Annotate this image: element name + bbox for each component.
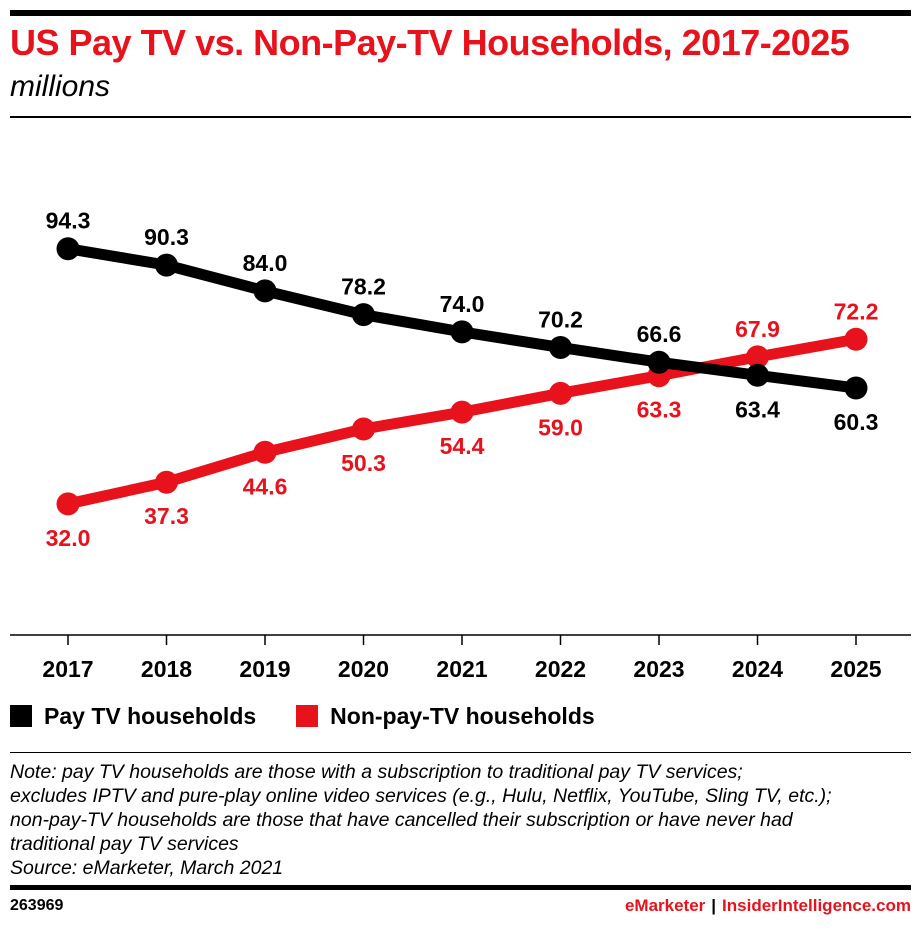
- legend-label-nonpay: Non-pay-TV households: [330, 702, 595, 729]
- x-tick-label: 2024: [732, 656, 783, 682]
- chart-subtitle: millions: [10, 70, 111, 103]
- x-tick-label: 2018: [141, 656, 192, 682]
- non-pay-tv-data-label: 32.0: [46, 525, 91, 551]
- x-tick-label: 2020: [338, 656, 389, 682]
- non-pay-tv-data-label: 72.2: [834, 298, 879, 324]
- legend-swatch-nonpay: [296, 705, 319, 727]
- legend-label-pay: Pay TV households: [44, 702, 257, 729]
- pay-tv-point: [352, 303, 375, 327]
- non-pay-tv-point: [450, 400, 474, 424]
- legend-item-nonpay: Non-pay-TV households: [296, 703, 595, 730]
- non-pay-tv-point: [155, 470, 178, 494]
- top-rule: [10, 10, 911, 16]
- pay-tv-point: [155, 253, 178, 277]
- non-pay-tv-point: [253, 440, 277, 464]
- legend: Pay TV households Non-pay-TV households: [10, 700, 635, 732]
- non-pay-tv-point: [549, 381, 572, 405]
- legend-item-pay: Pay TV households: [10, 703, 256, 730]
- x-tick-label: 2025: [830, 656, 881, 682]
- note-line: non-pay-TV households are those that hav…: [10, 809, 793, 831]
- pay-tv-point: [647, 350, 671, 374]
- brand-emarketer: eMarketer: [624, 896, 706, 915]
- chart-title: US Pay TV vs. Non-Pay-TV Households, 201…: [10, 22, 850, 63]
- note-line: Note: pay TV households are those with a…: [10, 761, 743, 783]
- pay-tv-data-label: 63.4: [735, 396, 780, 422]
- pay-tv-point: [549, 335, 572, 359]
- pay-tv-point: [56, 237, 80, 261]
- note-line: excludes IPTV and pure-play online video…: [10, 785, 832, 807]
- note-rule: [10, 752, 911, 753]
- non-pay-tv-point: [352, 417, 375, 441]
- pay-tv-point: [253, 279, 277, 303]
- line-chart: 2017 2018 2019 2020 2021 2022 2023 2024 2025 94.3…: [10, 208, 911, 682]
- pay-tv-point: [746, 363, 769, 387]
- brand-separator: |: [711, 896, 717, 915]
- non-pay-tv-data-label: 54.4: [440, 433, 485, 459]
- non-pay-tv-point: [746, 345, 769, 369]
- header-rule: [10, 116, 911, 118]
- non-pay-tv-data-label: 67.9: [735, 316, 780, 342]
- pay-tv-point: [450, 320, 474, 344]
- source-line: Source: eMarketer, March 2021: [10, 857, 284, 879]
- x-tick-label: 2022: [535, 656, 586, 682]
- pay-tv-point: [844, 376, 868, 400]
- non-pay-tv-point: [844, 327, 868, 351]
- pay-tv-data-label: 70.2: [538, 306, 583, 332]
- pay-tv-data-label: 90.3: [144, 224, 189, 250]
- note-line: traditional pay TV services: [10, 833, 239, 855]
- non-pay-tv-data-label: 50.3: [341, 450, 386, 476]
- bottom-rule: [10, 885, 911, 890]
- pay-tv-data-label: 66.6: [637, 321, 682, 347]
- non-pay-tv-point: [56, 492, 80, 516]
- brand-insider: InsiderIntelligence.com: [722, 896, 911, 915]
- x-tick-label: 2019: [239, 656, 290, 682]
- pay-tv-data-label: 84.0: [243, 250, 288, 276]
- footer-brand: eMarketer | InsiderIntelligence.com: [625, 896, 911, 916]
- chart-id: 263969: [10, 897, 64, 914]
- x-tick-label: 2023: [633, 656, 684, 682]
- pay-tv-data-label: 78.2: [341, 274, 386, 300]
- non-pay-tv-data-label: 44.6: [243, 473, 288, 499]
- chart-note: Note: pay TV households are those with a…: [10, 760, 910, 880]
- non-pay-tv-data-label: 59.0: [538, 414, 583, 440]
- legend-swatch-pay: [10, 705, 32, 727]
- pay-tv-data-label: 60.3: [834, 409, 879, 435]
- pay-tv-data-label: 94.3: [46, 208, 91, 234]
- x-tick-label: 2021: [436, 656, 487, 682]
- pay-tv-data-label: 74.0: [440, 291, 485, 317]
- x-tick-label: 2017: [42, 656, 93, 682]
- non-pay-tv-data-label: 63.3: [637, 397, 682, 423]
- non-pay-tv-data-label: 37.3: [144, 503, 189, 529]
